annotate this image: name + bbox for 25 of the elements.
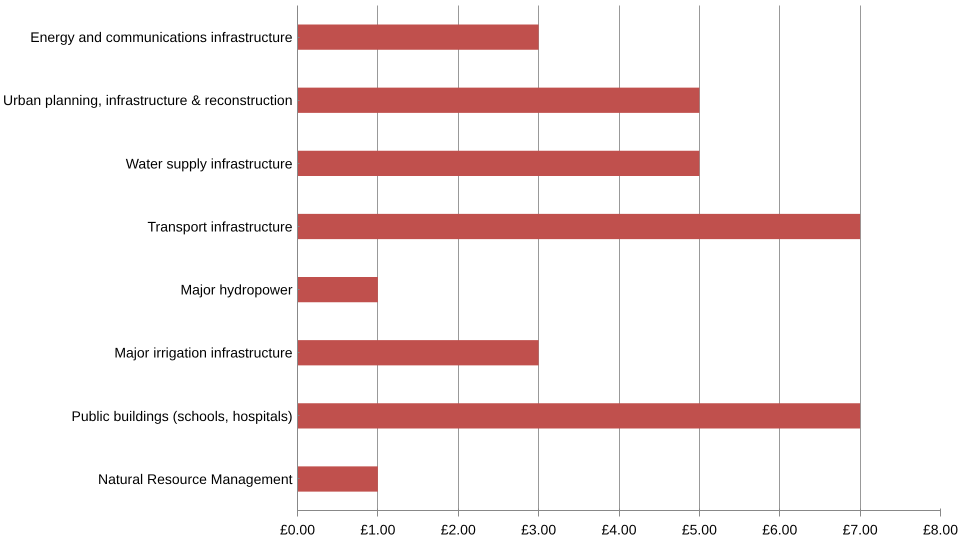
y-tick-label: Transport infrastructure [148,218,293,234]
bar [298,150,700,176]
x-tick-label: £4.00 [601,522,637,538]
bar [298,214,860,240]
y-tick-label: Energy and communications infrastructure [30,29,293,46]
x-tick-label: £7.00 [842,522,878,538]
bar [298,276,378,302]
y-tick-label: Major hydropower [180,282,293,298]
x-tick-label: £2.00 [440,522,476,538]
x-tick-label: £1.00 [360,522,396,538]
bar [298,466,378,492]
y-tick-label: Water supply infrastructure [126,155,293,172]
x-tick-label: £5.00 [682,522,718,538]
y-tick-label: Natural Resource Management [98,470,293,487]
y-tick-label: Urban planning, infrastructure & reconstruction [3,92,293,108]
bar [298,88,700,113]
x-tick-label: £8.00 [922,522,958,538]
x-tick-label: £0.00 [280,522,316,538]
y-tick-label: Public buildings (schools, hospitals) [72,408,292,424]
x-tick-label: £3.00 [521,522,556,538]
bar [298,403,860,428]
y-tick-label: Major irrigation infrastructure [114,344,293,361]
bar [298,24,539,50]
x-tick-label: £6.00 [762,522,798,538]
bar [298,340,539,366]
